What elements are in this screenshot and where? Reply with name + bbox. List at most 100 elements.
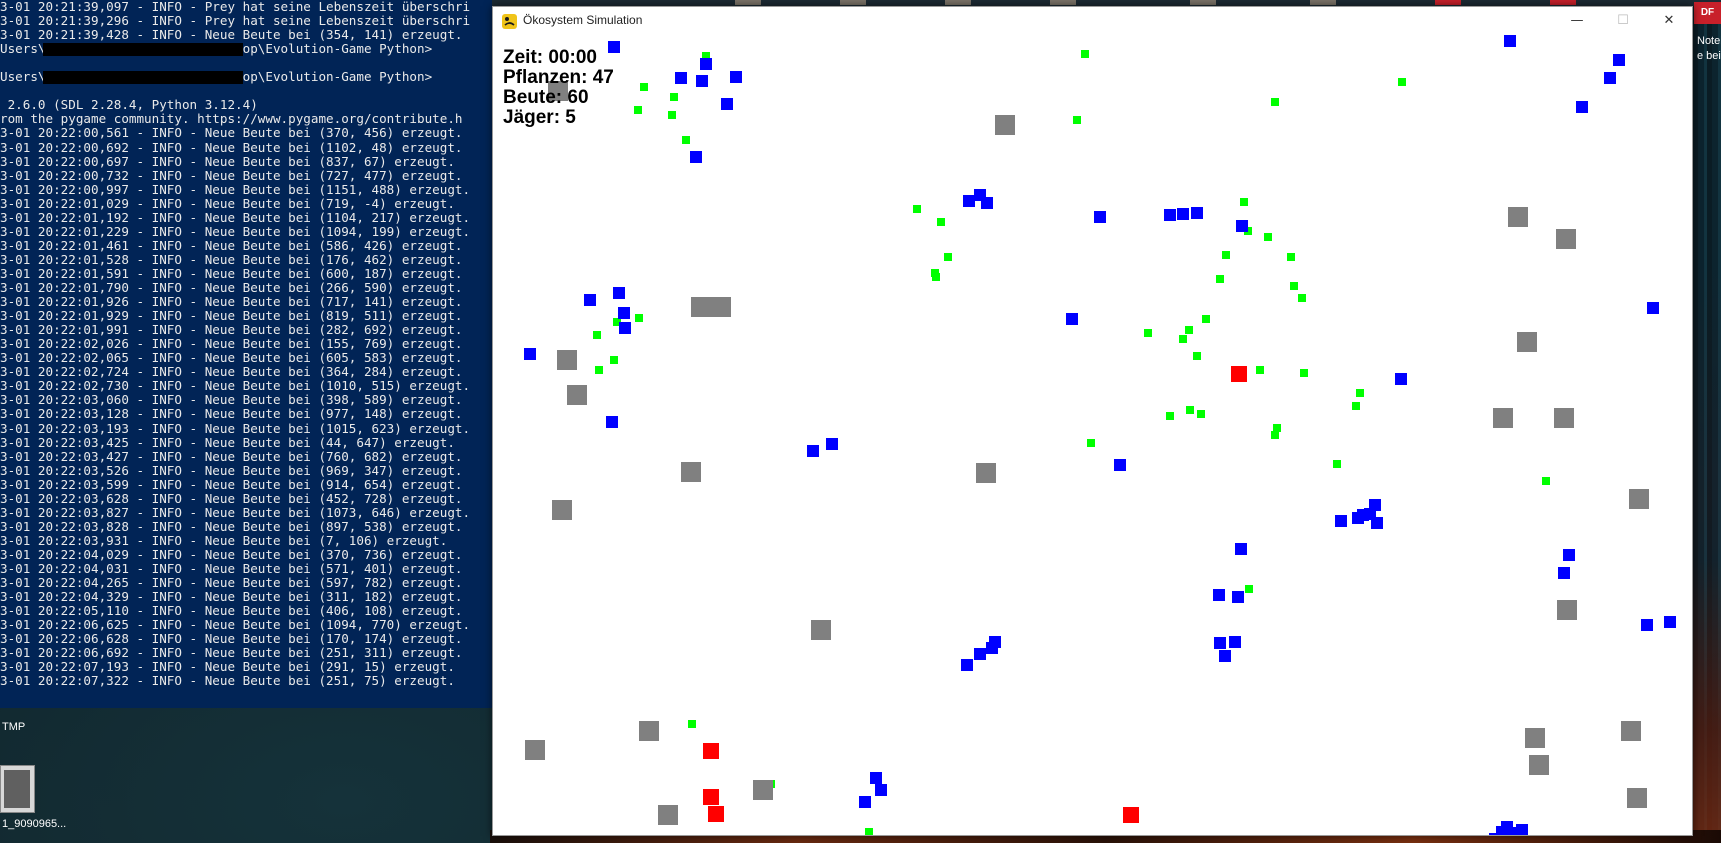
window-thumbnail[interactable] <box>1310 0 1336 5</box>
window-thumbnail[interactable] <box>1435 0 1461 5</box>
terminal-line: 3-01 20:22:03,828 - INFO - Neue Beute be… <box>0 518 463 534</box>
predator-square <box>1556 229 1576 249</box>
plant-square <box>668 111 676 119</box>
window-thumbnail[interactable] <box>735 0 761 5</box>
plant-square <box>1333 460 1341 468</box>
terminal-line: 3-01 20:22:04,031 - INFO - Neue Beute be… <box>0 561 463 576</box>
prey-square <box>1501 821 1513 833</box>
minimize-button[interactable]: — <box>1570 13 1584 28</box>
window-thumbnail[interactable] <box>1550 0 1576 5</box>
terminal-line: 3-01 20:22:02,730 - INFO - Neue Beute be… <box>0 378 471 394</box>
plant-square <box>1273 424 1281 432</box>
plant-square <box>640 83 648 91</box>
hud-time: Zeit: 00:00 <box>503 47 597 68</box>
prey-square <box>1114 459 1126 471</box>
plant-square <box>932 273 940 281</box>
prey-square <box>1558 567 1570 579</box>
prey-square <box>675 72 687 84</box>
prey-square <box>613 287 625 299</box>
terminal-line: 3-01 20:22:01,229 - INFO - Neue Beute be… <box>0 223 471 239</box>
plant-square <box>944 253 952 261</box>
prey-square <box>1214 637 1226 649</box>
hunter-square <box>1123 807 1139 823</box>
simulation-window[interactable]: Ökosystem Simulation — ☐ ✕ Zeit: 00:00 P… <box>492 6 1693 836</box>
prey-square <box>730 71 742 83</box>
prey-square <box>1395 373 1407 385</box>
terminal-line: 3-01 20:22:07,322 - INFO - Neue Beute be… <box>0 673 455 689</box>
plant-square <box>1179 335 1187 343</box>
simulation-canvas[interactable]: Zeit: 00:00 Pflanzen: 47 Beute: 60 Jäger… <box>493 35 1692 835</box>
window-thumbnail[interactable] <box>945 0 971 5</box>
terminal-line: 2.6.0 (SDL 2.28.4, Python 3.12.4) <box>0 97 258 113</box>
terminal-line: 3-01 20:22:01,926 - INFO - Neue Beute be… <box>0 294 463 310</box>
prey-square <box>1604 72 1616 84</box>
taskbar-thumbnails <box>490 0 1721 6</box>
plant-square <box>1290 282 1298 290</box>
plant-square <box>613 318 621 326</box>
prey-square <box>1504 35 1516 47</box>
prey-square <box>524 348 536 360</box>
plant-square <box>1287 253 1295 261</box>
plant-square <box>1186 406 1194 414</box>
prey-square <box>981 197 993 209</box>
terminal-window[interactable]: 3-01 20:21:39,097 - INFO - Prey hat sein… <box>0 0 492 708</box>
prey-square <box>807 445 819 457</box>
window-title: Ökosystem Simulation <box>523 13 643 27</box>
terminal-line: 3-01 20:22:01,591 - INFO - Neue Beute be… <box>0 265 463 281</box>
prey-square <box>986 642 998 654</box>
predator-square <box>753 780 773 800</box>
terminal-line: 3-01 20:22:01,929 - INFO - Neue Beute be… <box>0 308 463 324</box>
maximize-button[interactable]: ☐ <box>1617 13 1629 28</box>
prey-square <box>1236 220 1248 232</box>
predator-square <box>1557 600 1577 620</box>
plant-square <box>1271 98 1279 106</box>
prey-square <box>1335 515 1347 527</box>
predator-square <box>557 350 577 370</box>
plant-square <box>1298 294 1306 302</box>
terminal-line: 3-01 20:22:02,065 - INFO - Neue Beute be… <box>0 350 463 366</box>
terminal-line: 3-01 20:22:00,997 - INFO - Neue Beute be… <box>0 181 471 197</box>
terminal-line: 3-01 20:22:06,628 - INFO - Neue Beute be… <box>0 631 463 647</box>
plant-square <box>702 52 710 60</box>
prey-square <box>974 648 986 660</box>
redaction-bar <box>43 43 243 57</box>
title-bar[interactable]: Ökosystem Simulation — ☐ ✕ <box>493 7 1692 35</box>
terminal-line: 3-01 20:22:02,724 - INFO - Neue Beute be… <box>0 364 463 380</box>
prey-square <box>963 195 975 207</box>
prey-square <box>696 75 708 87</box>
prey-square <box>618 307 630 319</box>
prey-square <box>1516 824 1528 835</box>
plant-square <box>1185 326 1193 334</box>
terminal-line: 3-01 20:21:39,296 - INFO - Prey hat sein… <box>0 13 471 29</box>
pdf-icon[interactable]: DF <box>1694 2 1721 24</box>
plant-square <box>1222 251 1230 259</box>
close-button[interactable]: ✕ <box>1663 13 1675 28</box>
prey-square <box>1563 549 1575 561</box>
window-thumbnail[interactable] <box>1050 0 1076 5</box>
plant-square <box>1193 352 1201 360</box>
plant-square <box>937 218 945 226</box>
plant-square <box>1144 329 1152 337</box>
window-thumbnail[interactable] <box>1190 0 1216 5</box>
hud-prey-count: Beute: 60 <box>503 87 589 108</box>
predator-square <box>1629 489 1649 509</box>
terminal-line: 3-01 20:22:06,625 - INFO - Neue Beute be… <box>0 617 471 633</box>
desktop-file-label[interactable]: 1_9090965... <box>2 818 67 830</box>
desktop-right-text-1: Noteb <box>1697 35 1721 47</box>
predator-square <box>995 115 1015 135</box>
terminal-line: 3-01 20:22:01,528 - INFO - Neue Beute be… <box>0 251 463 267</box>
terminal-line: 3-01 20:22:03,526 - INFO - Neue Beute be… <box>0 462 463 478</box>
plant-square <box>593 331 601 339</box>
predator-square <box>1621 721 1641 741</box>
desktop-file-icon[interactable] <box>0 765 35 813</box>
prey-square <box>961 659 973 671</box>
prey-square <box>1191 207 1203 219</box>
hunter-square <box>703 789 719 805</box>
plant-square <box>913 205 921 213</box>
terminal-line: 3-01 20:21:39,428 - INFO - Neue Beute be… <box>0 27 463 43</box>
terminal-line: rom the pygame community. https://www.py… <box>0 111 463 127</box>
window-thumbnail[interactable] <box>840 0 866 5</box>
predator-square <box>711 297 731 317</box>
prey-square <box>859 796 871 808</box>
predator-square <box>681 462 701 482</box>
